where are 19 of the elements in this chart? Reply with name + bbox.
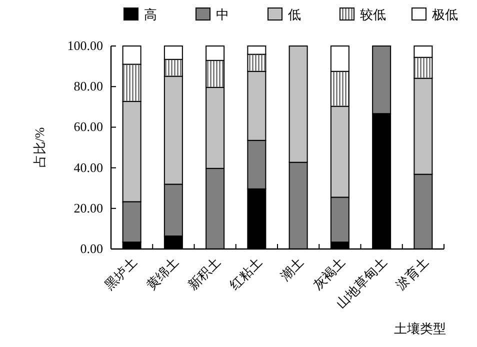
x-tick-label: 黄绵土: [143, 254, 182, 293]
y-tick-label: 20.00: [74, 200, 103, 216]
y-tick-label: 40.00: [74, 160, 103, 175]
y-tick-label: 0.00: [80, 241, 103, 256]
y-tick-label: 100.00: [67, 38, 103, 53]
x-tick-label: 黑垆土: [102, 254, 140, 293]
legend-label: 极低: [431, 7, 458, 22]
x-axis-title: 土壤类型: [394, 321, 446, 336]
legend-label: 较低: [360, 7, 386, 22]
legend-label: 中: [216, 7, 229, 22]
legend-label: 低: [288, 7, 301, 22]
x-tick-label: 潮土: [277, 254, 306, 284]
y-tick-label: 80.00: [74, 78, 103, 94]
x-tick-label: 红粘土: [226, 254, 265, 293]
legend-label: 高: [144, 7, 157, 22]
x-tick-label: 新积土: [185, 254, 224, 293]
y-axis-title: 占比/%: [32, 127, 47, 168]
y-tick-label: 60.00: [74, 119, 103, 134]
x-tick-label: 淤育土: [393, 254, 432, 293]
